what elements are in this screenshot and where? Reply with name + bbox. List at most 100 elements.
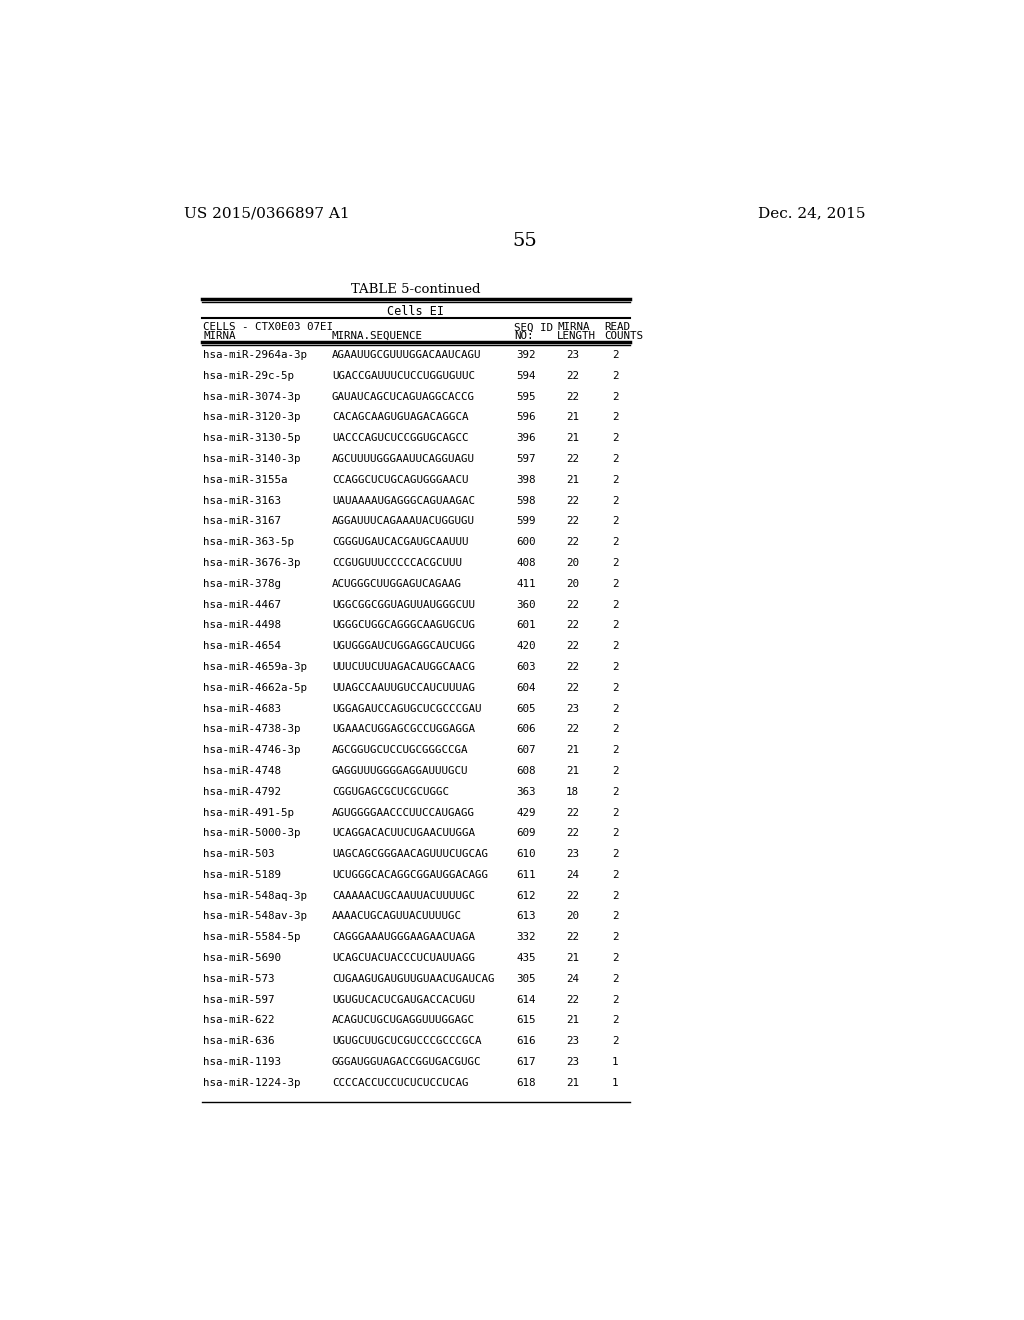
Text: MIRNA: MIRNA: [203, 331, 236, 341]
Text: CELLS - CTX0E03 07EI: CELLS - CTX0E03 07EI: [203, 322, 333, 333]
Text: 604: 604: [516, 682, 536, 693]
Text: CAGGGAAAUGGGAAGAACUAGA: CAGGGAAAUGGGAAGAACUAGA: [332, 932, 475, 942]
Text: UGUGCUUGCUCGUCCCGCCCGCA: UGUGCUUGCUCGUCCCGCCCGCA: [332, 1036, 481, 1047]
Text: 2: 2: [612, 829, 618, 838]
Text: 2: 2: [612, 516, 618, 527]
Text: COUNTS: COUNTS: [604, 331, 644, 341]
Text: 601: 601: [516, 620, 536, 631]
Text: CCGUGUUUCCCCCACGCUUU: CCGUGUUUCCCCCACGCUUU: [332, 558, 462, 568]
Text: 2: 2: [612, 433, 618, 444]
Text: 24: 24: [566, 974, 579, 983]
Text: 2: 2: [612, 787, 618, 797]
Text: CAAAAACUGCAAUUACUUUUGC: CAAAAACUGCAAUUACUUUUGC: [332, 891, 475, 900]
Text: 22: 22: [566, 537, 579, 548]
Text: 2: 2: [612, 620, 618, 631]
Text: CGGGUGAUCACGAUGCAAUUU: CGGGUGAUCACGAUGCAAUUU: [332, 537, 468, 548]
Text: 23: 23: [566, 1057, 579, 1067]
Text: 2: 2: [612, 953, 618, 964]
Text: 2: 2: [612, 725, 618, 734]
Text: READ: READ: [604, 322, 631, 333]
Text: 618: 618: [516, 1077, 536, 1088]
Text: 435: 435: [516, 953, 536, 964]
Text: 606: 606: [516, 725, 536, 734]
Text: hsa-miR-548av-3p: hsa-miR-548av-3p: [203, 911, 307, 921]
Text: 22: 22: [566, 454, 579, 465]
Text: hsa-miR-3130-5p: hsa-miR-3130-5p: [203, 433, 301, 444]
Text: 612: 612: [516, 891, 536, 900]
Text: 2: 2: [612, 558, 618, 568]
Text: 22: 22: [566, 808, 579, 817]
Text: hsa-miR-491-5p: hsa-miR-491-5p: [203, 808, 294, 817]
Text: hsa-miR-3676-3p: hsa-miR-3676-3p: [203, 558, 301, 568]
Text: hsa-miR-5189: hsa-miR-5189: [203, 870, 282, 880]
Text: GAGGUUUGGGGAGGAUUUGCU: GAGGUUUGGGGAGGAUUUGCU: [332, 766, 468, 776]
Text: 392: 392: [516, 350, 536, 360]
Text: 617: 617: [516, 1057, 536, 1067]
Text: 2: 2: [612, 454, 618, 465]
Text: AGAAUUGCGUUUGGACAAUCAGU: AGAAUUGCGUUUGGACAAUCAGU: [332, 350, 481, 360]
Text: 599: 599: [516, 516, 536, 527]
Text: hsa-miR-4792: hsa-miR-4792: [203, 787, 282, 797]
Text: 55: 55: [512, 231, 538, 249]
Text: UGGGCUGGCAGGGCAAGUGCUG: UGGGCUGGCAGGGCAAGUGCUG: [332, 620, 475, 631]
Text: 22: 22: [566, 932, 579, 942]
Text: Dec. 24, 2015: Dec. 24, 2015: [759, 206, 866, 220]
Text: 22: 22: [566, 599, 579, 610]
Text: hsa-miR-1193: hsa-miR-1193: [203, 1057, 282, 1067]
Text: hsa-miR-4683: hsa-miR-4683: [203, 704, 282, 714]
Text: 21: 21: [566, 1077, 579, 1088]
Text: 18: 18: [566, 787, 579, 797]
Text: hsa-miR-597: hsa-miR-597: [203, 995, 274, 1005]
Text: 2: 2: [612, 537, 618, 548]
Text: 398: 398: [516, 475, 536, 484]
Text: 2: 2: [612, 371, 618, 381]
Text: 411: 411: [516, 578, 536, 589]
Text: hsa-miR-4467: hsa-miR-4467: [203, 599, 282, 610]
Text: TABLE 5-continued: TABLE 5-continued: [351, 284, 480, 296]
Text: hsa-miR-503: hsa-miR-503: [203, 849, 274, 859]
Text: NO:: NO:: [514, 331, 534, 341]
Text: hsa-miR-378g: hsa-miR-378g: [203, 578, 282, 589]
Text: 2: 2: [612, 995, 618, 1005]
Text: 2: 2: [612, 599, 618, 610]
Text: 21: 21: [566, 744, 579, 755]
Text: hsa-miR-5000-3p: hsa-miR-5000-3p: [203, 829, 301, 838]
Text: 2: 2: [612, 412, 618, 422]
Text: hsa-miR-3074-3p: hsa-miR-3074-3p: [203, 392, 301, 401]
Text: 408: 408: [516, 558, 536, 568]
Text: UAGCAGCGGGAACAGUUUCUGCAG: UAGCAGCGGGAACAGUUUCUGCAG: [332, 849, 487, 859]
Text: 2: 2: [612, 911, 618, 921]
Text: 2: 2: [612, 870, 618, 880]
Text: 22: 22: [566, 682, 579, 693]
Text: 615: 615: [516, 1015, 536, 1026]
Text: hsa-miR-4659a-3p: hsa-miR-4659a-3p: [203, 663, 307, 672]
Text: 24: 24: [566, 870, 579, 880]
Text: 22: 22: [566, 620, 579, 631]
Text: 1: 1: [612, 1077, 618, 1088]
Text: 2: 2: [612, 682, 618, 693]
Text: 20: 20: [566, 578, 579, 589]
Text: UACCCAGUCUCCGGUGCAGCC: UACCCAGUCUCCGGUGCAGCC: [332, 433, 468, 444]
Text: 2: 2: [612, 578, 618, 589]
Text: CCCCACCUCCUCUCUCCUCAG: CCCCACCUCCUCUCUCCUCAG: [332, 1077, 468, 1088]
Text: hsa-miR-29c-5p: hsa-miR-29c-5p: [203, 371, 294, 381]
Text: hsa-miR-4498: hsa-miR-4498: [203, 620, 282, 631]
Text: 22: 22: [566, 516, 579, 527]
Text: 21: 21: [566, 412, 579, 422]
Text: SEQ ID: SEQ ID: [514, 322, 553, 333]
Text: UGACCGAUUUCUCCUGGUGUUC: UGACCGAUUUCUCCUGGUGUUC: [332, 371, 475, 381]
Text: 22: 22: [566, 642, 579, 651]
Text: hsa-miR-3167: hsa-miR-3167: [203, 516, 282, 527]
Text: 305: 305: [516, 974, 536, 983]
Text: hsa-miR-4748: hsa-miR-4748: [203, 766, 282, 776]
Text: ACUGGGCUUGGAGUCAGAAG: ACUGGGCUUGGAGUCAGAAG: [332, 578, 462, 589]
Text: 23: 23: [566, 350, 579, 360]
Text: UGUGGGAUCUGGAGGCAUCUGG: UGUGGGAUCUGGAGGCAUCUGG: [332, 642, 475, 651]
Text: 605: 605: [516, 704, 536, 714]
Text: hsa-miR-4662a-5p: hsa-miR-4662a-5p: [203, 682, 307, 693]
Text: 429: 429: [516, 808, 536, 817]
Text: hsa-miR-3155a: hsa-miR-3155a: [203, 475, 288, 484]
Text: hsa-miR-2964a-3p: hsa-miR-2964a-3p: [203, 350, 307, 360]
Text: 21: 21: [566, 433, 579, 444]
Text: hsa-miR-4746-3p: hsa-miR-4746-3p: [203, 744, 301, 755]
